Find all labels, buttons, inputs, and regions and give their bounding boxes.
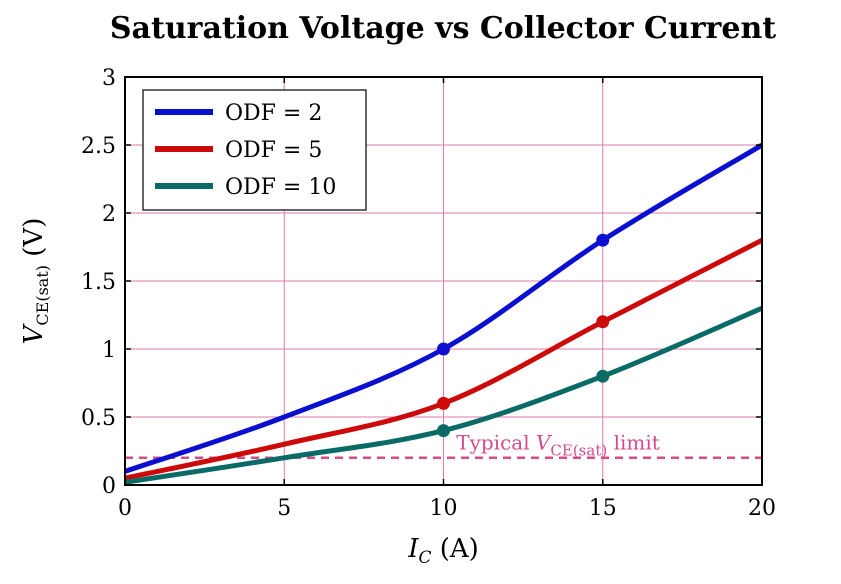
reference-label-main: V [536, 431, 553, 455]
series-0-point-1 [596, 233, 610, 247]
y-axis-label: VCE(sat) (V) [19, 218, 52, 345]
reference-line-label: Typical VCE(sat) limit [456, 431, 660, 460]
legend-label-2: ODF = 10 [225, 175, 336, 200]
y-tick-label-5: 2.5 [81, 134, 116, 159]
series-0-point-0 [437, 342, 450, 356]
series-1-point-1 [596, 315, 610, 329]
series-2-point-0 [437, 424, 450, 438]
x-tick-label-2: 10 [430, 496, 458, 521]
y-tick-label-1: 0.5 [81, 406, 116, 431]
y-tick-label-0: 0 [102, 474, 116, 499]
x-axis-label-main: I [407, 534, 419, 564]
x-tick-label-4: 20 [748, 496, 776, 521]
series-1-point-0 [437, 396, 450, 410]
reference-line-group: Typical VCE(sat) limit [125, 431, 762, 460]
x-axis-label: IC (A) [407, 534, 479, 568]
series-2-point-1 [596, 369, 610, 383]
chart-title: Saturation Voltage vs Collector Current [110, 11, 776, 46]
y-axis-label-unit: (V) [19, 218, 49, 265]
x-tick-label-0: 0 [118, 496, 132, 521]
y-tick-label-4: 2 [102, 202, 116, 227]
y-axis-label-main: V [19, 323, 49, 344]
x-tick-label-1: 5 [277, 496, 291, 521]
legend-label-0: ODF = 2 [225, 101, 322, 126]
y-tick-label-2: 1 [102, 338, 116, 363]
reference-label-prefix: Typical [456, 431, 536, 455]
reference-label-suffix: limit [607, 431, 660, 455]
legend-label-1: ODF = 5 [225, 138, 322, 163]
reference-label-sub: CE(sat) [550, 442, 607, 460]
y-tick-label-6: 3 [102, 66, 116, 91]
x-axis-label-sub: C [418, 548, 431, 568]
y-tick-label-3: 1.5 [81, 270, 116, 295]
legend: ODF = 2 ODF = 5 ODF = 10 [142, 89, 367, 211]
ticks: 0 5 10 15 20 0 0.5 1 1.5 2 2.5 3 [81, 66, 776, 521]
y-axis-label-sub: CE(sat) [33, 265, 52, 326]
x-tick-label-3: 15 [589, 496, 617, 521]
series-group [124, 142, 764, 485]
x-axis-label-unit: (A) [431, 534, 478, 564]
